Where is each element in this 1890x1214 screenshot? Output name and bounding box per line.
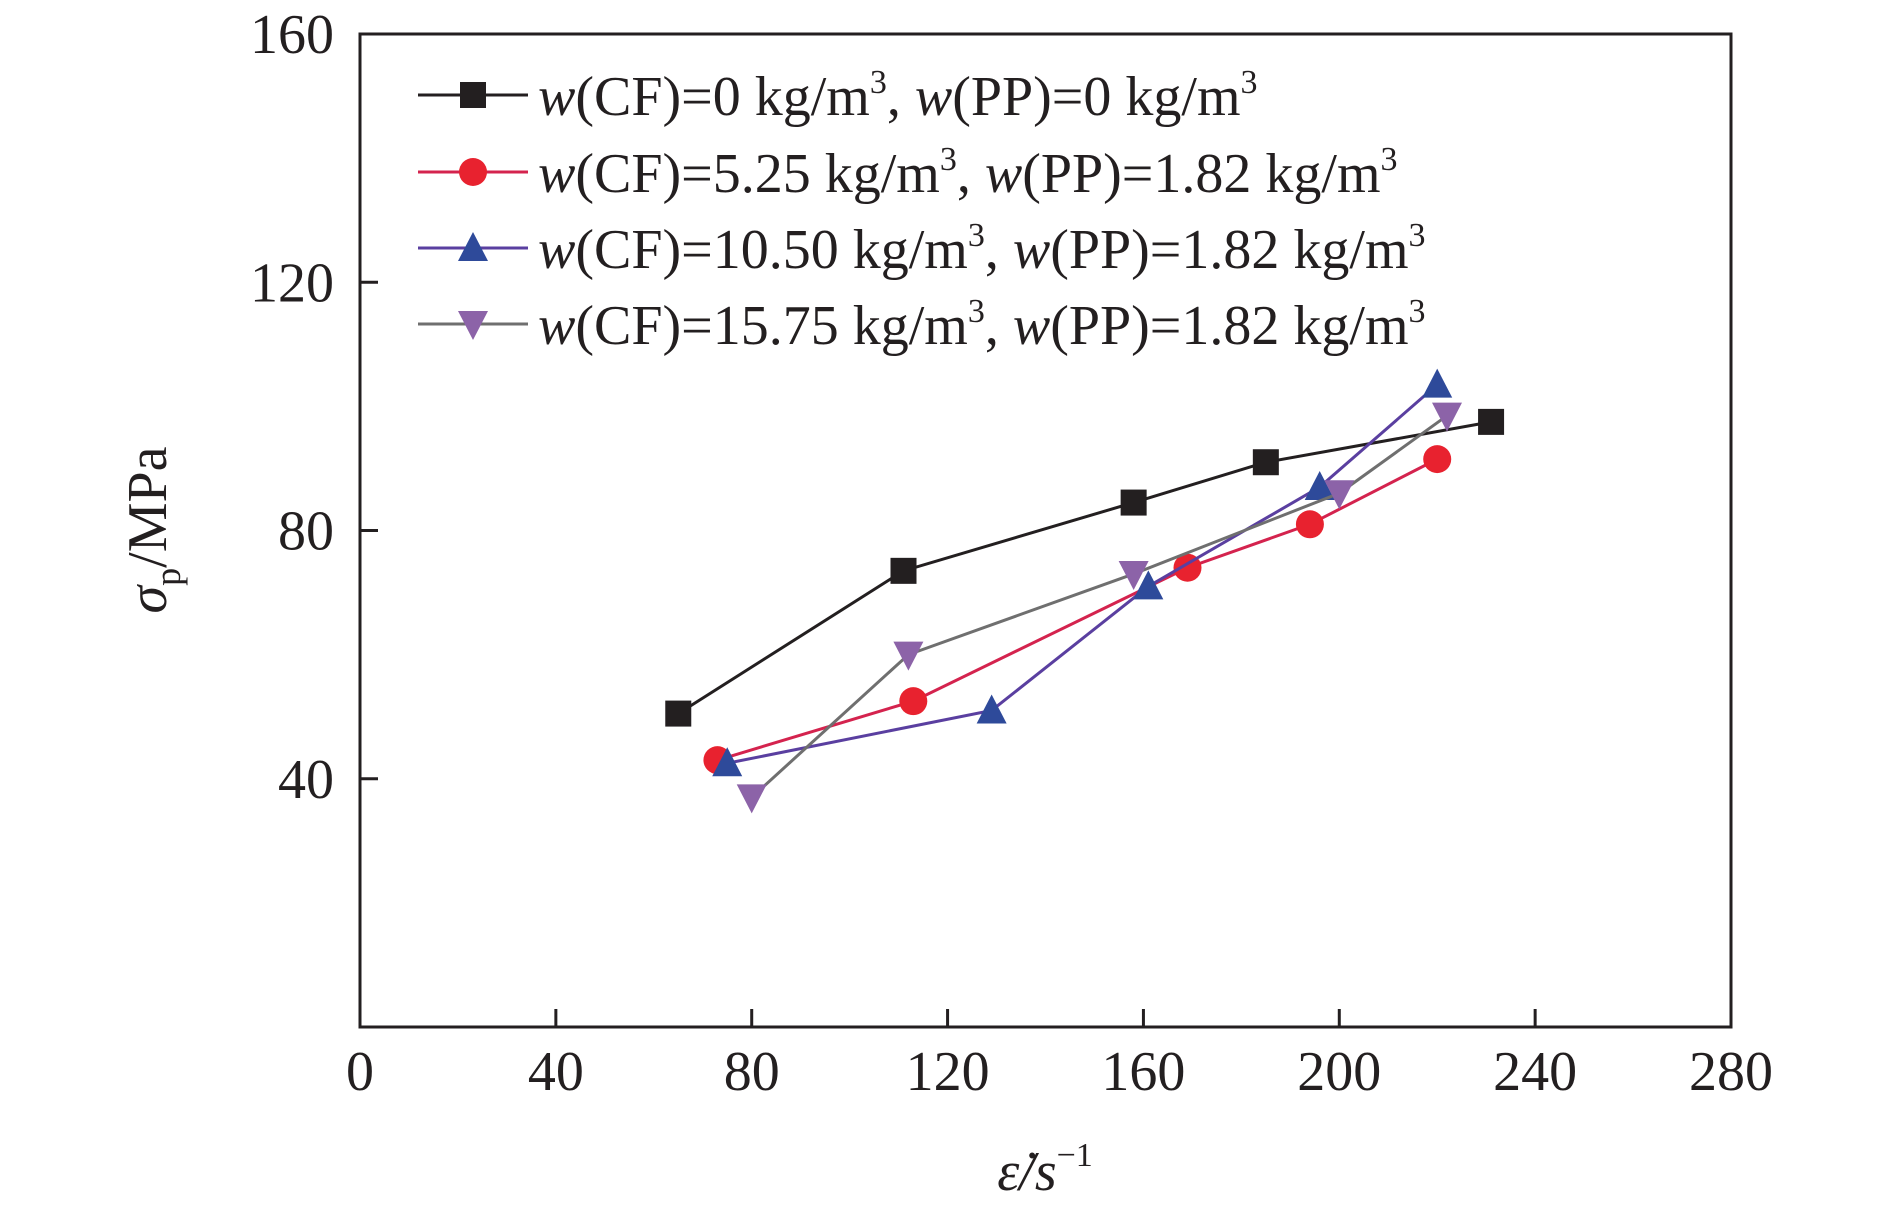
data-point — [976, 694, 1007, 724]
data-point — [890, 557, 917, 584]
x-tick-label: 200 — [1297, 1041, 1381, 1103]
y-axis-symbol: σ — [117, 583, 179, 613]
y-tick-label: 120 — [250, 252, 334, 314]
data-point — [893, 641, 924, 671]
x-tick-label: 40 — [528, 1041, 584, 1103]
data-point — [736, 784, 767, 814]
data-point — [1432, 402, 1463, 432]
x-tick-label: 160 — [1101, 1041, 1185, 1103]
series-2 — [703, 445, 1452, 775]
legend-entry: w(CF)=5.25 kg/m3, w(PP)=1.82 kg/m3 — [418, 141, 1398, 205]
data-point — [1118, 560, 1149, 590]
legend-label: w(CF)=10.50 kg/m3, w(PP)=1.82 kg/m3 — [538, 217, 1426, 281]
y-axis-subscript: p — [148, 568, 188, 586]
series-4 — [736, 402, 1463, 814]
legend-entry: w(CF)=0 kg/m3, w(PP)=0 kg/m3 — [418, 64, 1258, 128]
series-1 — [665, 408, 1505, 727]
series-line — [726, 383, 1439, 765]
data-point — [665, 700, 692, 727]
y-axis-label: σp/MPa — [117, 446, 188, 613]
data-point — [1133, 570, 1164, 600]
legend-marker — [459, 158, 487, 186]
axis-ticks: 0 40 80 120 160 200 240 280 40 80 120 160 — [250, 4, 1773, 1103]
data-point — [712, 747, 743, 777]
data-point — [1252, 449, 1279, 476]
legend-entry: w(CF)=15.75 kg/m3, w(PP)=1.82 kg/m3 — [418, 293, 1426, 357]
x-axis-symbol: ε̇/s — [997, 1141, 1056, 1203]
x-tick-label: 80 — [724, 1041, 780, 1103]
data-point — [1304, 471, 1335, 501]
series-line — [717, 457, 1438, 762]
data-point — [1478, 408, 1505, 435]
data-point — [1120, 489, 1147, 516]
x-tick-label: 120 — [906, 1041, 990, 1103]
y-tick-label: 160 — [250, 4, 334, 66]
x-tick-label: 0 — [346, 1041, 374, 1103]
series-line — [750, 414, 1448, 799]
legend-label: w(CF)=5.25 kg/m3, w(PP)=1.82 kg/m3 — [538, 141, 1398, 205]
legend-label: w(CF)=0 kg/m3, w(PP)=0 kg/m3 — [538, 64, 1258, 128]
series-line — [677, 420, 1492, 715]
legend-entry: w(CF)=10.50 kg/m3, w(PP)=1.82 kg/m3 — [418, 217, 1426, 281]
data-point — [1295, 510, 1324, 539]
data-point — [1423, 445, 1452, 474]
legend-marker — [460, 82, 486, 108]
series-3 — [712, 368, 1453, 777]
y-tick-label: 40 — [278, 749, 334, 811]
x-axis-superscript: −1 — [1057, 1137, 1093, 1174]
y-axis-unit: /MPa — [117, 446, 179, 567]
data-point — [1324, 480, 1355, 510]
data-point — [1422, 368, 1453, 398]
data-point — [899, 687, 928, 716]
legend: w(CF)=0 kg/m3, w(PP)=0 kg/m3 w(CF)=5.25 k… — [418, 64, 1426, 357]
y-tick-label: 80 — [278, 501, 334, 563]
legend-label: w(CF)=15.75 kg/m3, w(PP)=1.82 kg/m3 — [538, 293, 1426, 357]
x-tick-label: 280 — [1689, 1041, 1773, 1103]
legend-marker — [458, 311, 488, 340]
legend-marker — [458, 232, 488, 261]
series-layer — [665, 368, 1505, 814]
x-tick-label: 240 — [1493, 1041, 1577, 1103]
x-axis-label: ε̇/s−1 — [997, 1137, 1093, 1203]
